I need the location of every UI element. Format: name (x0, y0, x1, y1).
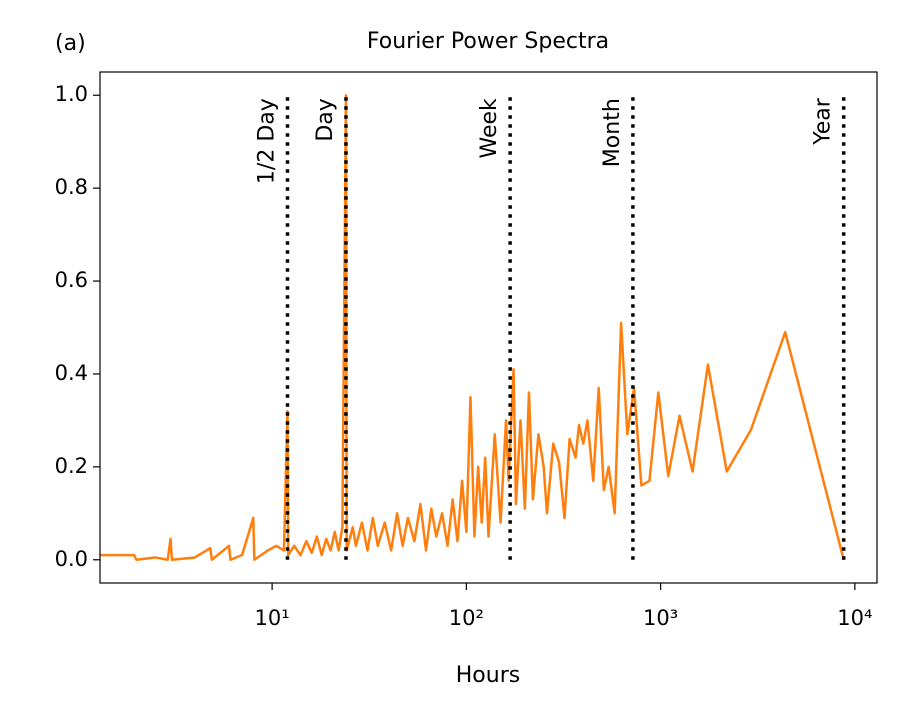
y-tick-label: 0.2 (55, 454, 88, 478)
x-axis-label: Hours (456, 663, 520, 688)
y-tick-label: 0.8 (55, 175, 88, 199)
reference-label: Day (313, 98, 338, 141)
panel-label: (a) (55, 31, 86, 56)
y-tick-label: 0.6 (55, 268, 88, 292)
reference-label: Month (600, 98, 625, 167)
plot-frame (99, 71, 878, 584)
x-tick-label: 10¹ (255, 606, 290, 630)
reference-label: 1/2 Day (254, 98, 279, 184)
y-tick-label: 0.0 (55, 547, 88, 571)
reference-label: Week (477, 98, 502, 159)
y-tick-label: 0.4 (55, 361, 88, 385)
x-tick-label: 10⁴ (837, 606, 872, 630)
x-tick-label: 10³ (643, 606, 678, 630)
series-line (100, 93, 845, 562)
chart-title: Fourier Power Spectra (367, 29, 609, 54)
y-tick-label: 1.0 (55, 82, 88, 106)
x-tick-label: 10² (449, 606, 484, 630)
reference-label: Year (811, 97, 836, 146)
